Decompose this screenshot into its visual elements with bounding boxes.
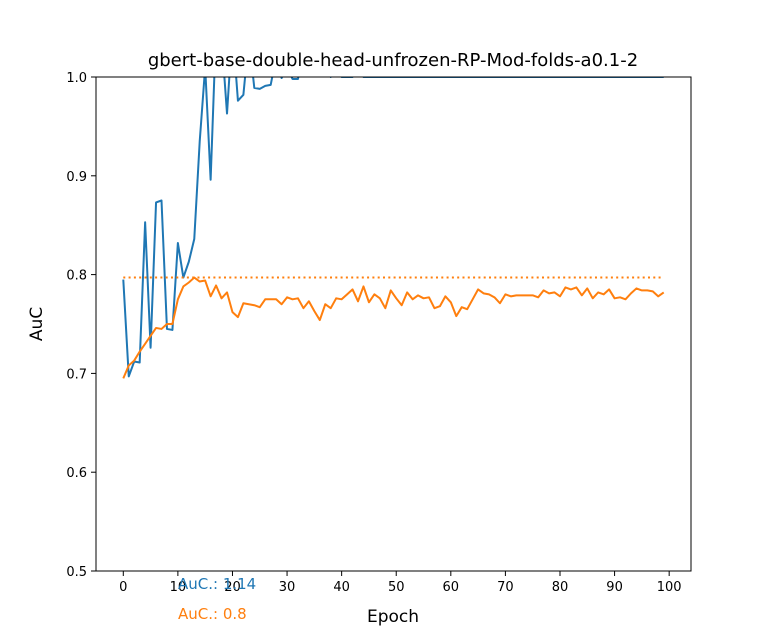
x-tick-label: 30 xyxy=(279,580,296,595)
x-axis-title: Epoch xyxy=(367,607,419,627)
y-axis: 0.5 0.6 0.7 0.8 0.9 1.0 xyxy=(66,71,96,580)
x-tick-label: 70 xyxy=(497,580,514,595)
x-axis: 0 10 20 30 40 50 60 70 80 90 100 xyxy=(119,571,682,595)
y-tick-label: 0.8 xyxy=(66,269,87,284)
x-tick-label: 40 xyxy=(333,580,350,595)
chart-title: gbert-base-double-head-unfrozen-RP-Mod-f… xyxy=(148,50,638,71)
x-tick-label: 0 xyxy=(119,580,127,595)
series-line-2 xyxy=(122,276,665,379)
x-tick-label: 50 xyxy=(388,580,405,595)
y-tick-label: 0.6 xyxy=(66,466,87,481)
annotation-auc-series-2: AuC.: 0.8 xyxy=(178,605,247,623)
y-tick-label: 0.5 xyxy=(66,565,87,580)
plot-frame xyxy=(95,76,692,572)
y-tick-label: 1.0 xyxy=(66,71,87,86)
y-tick-label: 0.7 xyxy=(66,367,87,382)
x-tick-label: 80 xyxy=(552,580,569,595)
annotation-auc-series-1: AuC.: 1.14 xyxy=(178,575,256,593)
x-tick-label: 60 xyxy=(443,580,460,595)
x-tick-label: 100 xyxy=(657,580,682,595)
y-tick-label: 0.9 xyxy=(66,170,87,185)
x-tick-label: 20 xyxy=(224,580,241,595)
series-layer xyxy=(122,77,665,379)
series-line-1 xyxy=(122,77,664,378)
x-tick-label: 90 xyxy=(606,580,623,595)
x-tick-label: 10 xyxy=(170,580,187,595)
y-axis-title: AuC xyxy=(27,307,47,341)
